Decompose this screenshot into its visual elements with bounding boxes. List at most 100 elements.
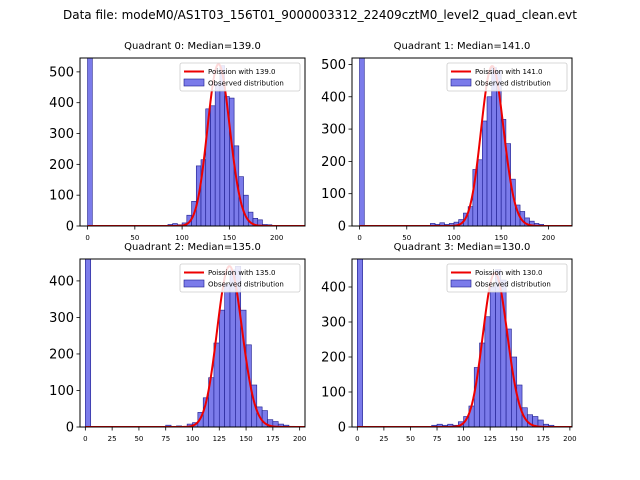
histogram-bar xyxy=(537,419,544,427)
y-tick-label: 400 xyxy=(49,96,74,111)
y-tick-label: 400 xyxy=(49,274,74,289)
legend-label-observed: Observed distribution xyxy=(208,80,284,88)
histogram-bar xyxy=(214,83,221,226)
x-tick-label: 150 xyxy=(510,435,523,443)
legend-box xyxy=(179,263,301,293)
x-tick-label: 100 xyxy=(175,234,188,242)
x-tick-label: 50 xyxy=(402,234,411,242)
legend-bar-swatch xyxy=(183,279,205,288)
histogram-bar xyxy=(489,286,496,427)
x-tick-label: 100 xyxy=(457,435,470,443)
histogram-bar xyxy=(357,259,363,427)
quadrant-0-plot: 0 50 100 150 200 0 100 200 300 400 500 Quadrant 0: … xyxy=(49,41,306,242)
y-tick-label: 300 xyxy=(49,311,74,326)
histogram-bar xyxy=(251,384,258,427)
x-tick-label: 175 xyxy=(266,435,279,443)
legend-label-fit: Poission with 141.0 xyxy=(475,68,543,76)
x-tick-label: 0 xyxy=(357,234,361,242)
histogram-bars xyxy=(357,259,555,427)
x-tick-label: 100 xyxy=(186,435,199,443)
y-tick-label: 0 xyxy=(338,421,346,436)
x-tick-label: 50 xyxy=(134,435,143,443)
quadrant-title: Quadrant 3: Median=130.0 xyxy=(394,242,531,253)
histogram-bar xyxy=(491,67,497,226)
x-tick-label: 150 xyxy=(239,435,252,443)
x-tick-label: 200 xyxy=(293,435,306,443)
y-tick-label: 0 xyxy=(66,421,74,436)
x-tick-label: 50 xyxy=(406,435,415,443)
figure-suptitle: Data file: modeM0/AS1T03_156T01_90000033… xyxy=(63,8,577,22)
quadrant-title: Quadrant 2: Median=135.0 xyxy=(124,242,261,253)
legend-bar-swatch xyxy=(450,78,472,87)
legend-label-observed: Observed distribution xyxy=(475,281,551,289)
quadrant-title: Quadrant 1: Median=141.0 xyxy=(394,41,531,52)
histogram-bar xyxy=(359,58,365,226)
histogram-bar xyxy=(495,269,502,427)
y-tick-label: 100 xyxy=(321,386,346,401)
legend-box xyxy=(446,62,568,92)
y-tick-label: 0 xyxy=(338,220,346,235)
y-tick-label: 300 xyxy=(321,316,346,331)
legend-label-fit: Poission with 139.0 xyxy=(208,68,276,76)
histogram-bar xyxy=(210,105,216,226)
y-tick-label: 100 xyxy=(321,187,346,202)
histogram-bar xyxy=(229,269,236,427)
y-tick-label: 300 xyxy=(321,123,346,138)
histogram-bar xyxy=(224,284,231,427)
x-tick-label: 75 xyxy=(433,435,442,443)
poisson-fit-line xyxy=(85,265,305,427)
x-tick-label: 125 xyxy=(213,435,226,443)
x-tick-label: 75 xyxy=(161,435,170,443)
y-tick-label: 100 xyxy=(49,384,74,399)
y-tick-label: 0 xyxy=(66,220,74,235)
x-tick-label: 25 xyxy=(379,435,388,443)
x-tick-label: 175 xyxy=(537,435,550,443)
legend-box xyxy=(446,263,568,293)
histogram-bar xyxy=(486,96,493,226)
legend-bar-swatch xyxy=(450,279,472,288)
histogram-bar xyxy=(482,120,488,226)
x-tick-label: 25 xyxy=(108,435,117,443)
legend-label-fit: Poission with 135.0 xyxy=(208,269,276,277)
y-tick-label: 200 xyxy=(321,351,346,366)
quadrant-2-plot: 0 25 50 75 100 125 150 175 200 0 100 200 300 400 Quadr… xyxy=(49,242,306,443)
x-tick-label: 200 xyxy=(542,234,555,242)
histogram-bar xyxy=(257,219,263,226)
x-tick-label: 50 xyxy=(130,234,139,242)
x-tick-label: 0 xyxy=(83,435,87,443)
x-tick-label: 125 xyxy=(483,435,496,443)
legend-box xyxy=(179,62,301,92)
x-tick-label: 200 xyxy=(563,435,576,443)
x-tick-label: 0 xyxy=(85,234,89,242)
y-tick-label: 300 xyxy=(49,127,74,142)
x-tick-label: 150 xyxy=(494,234,507,242)
legend-label-fit: Poission with 130.0 xyxy=(475,269,543,277)
y-tick-label: 500 xyxy=(49,65,74,80)
histogram-bar xyxy=(85,259,92,427)
x-tick-label: 100 xyxy=(447,234,460,242)
histogram-bar xyxy=(87,58,93,226)
y-tick-label: 200 xyxy=(49,158,74,173)
histogram-bar xyxy=(484,316,491,427)
quadrant-1-plot: 0 50 100 150 200 0 100 200 300 400 500 Quadrant 1: … xyxy=(321,41,573,242)
y-tick-label: 200 xyxy=(321,155,346,170)
histogram-bar xyxy=(477,159,483,226)
x-tick-label: 0 xyxy=(355,435,359,443)
legend-label-observed: Observed distribution xyxy=(208,281,284,289)
histogram-bar xyxy=(218,309,225,427)
y-tick-label: 400 xyxy=(321,90,346,105)
axes-frame xyxy=(351,57,573,227)
legend-bar-swatch xyxy=(183,78,205,87)
axes-frame xyxy=(79,57,306,227)
y-tick-label: 200 xyxy=(49,347,74,362)
legend-label-observed: Observed distribution xyxy=(475,80,551,88)
x-tick-label: 150 xyxy=(223,234,236,242)
y-tick-label: 400 xyxy=(321,281,346,296)
quadrant-3-plot: 0 25 50 75 100 125 150 175 200 0 100 200 300 400 Quadr… xyxy=(321,242,576,443)
x-tick-label: 200 xyxy=(270,234,283,242)
y-tick-label: 500 xyxy=(321,58,346,73)
poisson-fit-line xyxy=(357,272,572,427)
y-tick-label: 100 xyxy=(49,189,74,204)
quadrant-title: Quadrant 0: Median=139.0 xyxy=(124,41,261,52)
